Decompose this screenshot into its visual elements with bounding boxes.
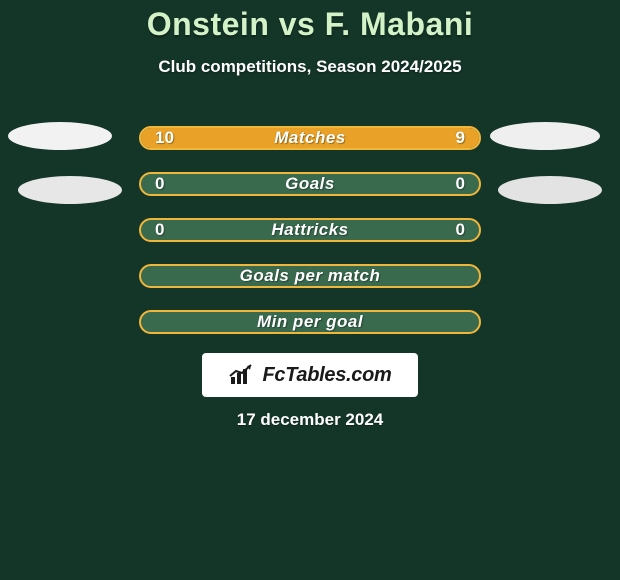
fctables-logo: FcTables.com [202, 353, 418, 397]
stat-bar-row: Min per goal [139, 310, 481, 334]
stat-label: Hattricks [141, 220, 479, 240]
stat-right-value: 9 [456, 128, 465, 148]
page-title: Onstein vs F. Mabani [0, 0, 620, 43]
stat-bar-row: 0Goals0 [139, 172, 481, 196]
player-left-avatar-placeholder-2 [18, 176, 122, 204]
stat-right-value: 0 [456, 220, 465, 240]
page-subtitle: Club competitions, Season 2024/2025 [0, 57, 620, 77]
stat-label: Goals per match [141, 266, 479, 286]
player-right-avatar-placeholder-1 [490, 122, 600, 150]
stat-right-value: 0 [456, 174, 465, 194]
player-right-avatar-placeholder-2 [498, 176, 602, 204]
player-left-avatar-placeholder-1 [8, 122, 112, 150]
generated-date: 17 december 2024 [0, 410, 620, 430]
stat-label: Min per goal [141, 312, 479, 332]
comparison-infographic: Onstein vs F. Mabani Club competitions, … [0, 0, 620, 580]
stat-bars: 10Matches90Goals00Hattricks0Goals per ma… [139, 126, 481, 356]
stat-label: Matches [141, 128, 479, 148]
stat-bar-row: 0Hattricks0 [139, 218, 481, 242]
stat-bar-row: Goals per match [139, 264, 481, 288]
stat-bar-row: 10Matches9 [139, 126, 481, 150]
stat-label: Goals [141, 174, 479, 194]
bar-chart-icon [228, 364, 256, 386]
logo-text: FcTables.com [262, 364, 391, 387]
